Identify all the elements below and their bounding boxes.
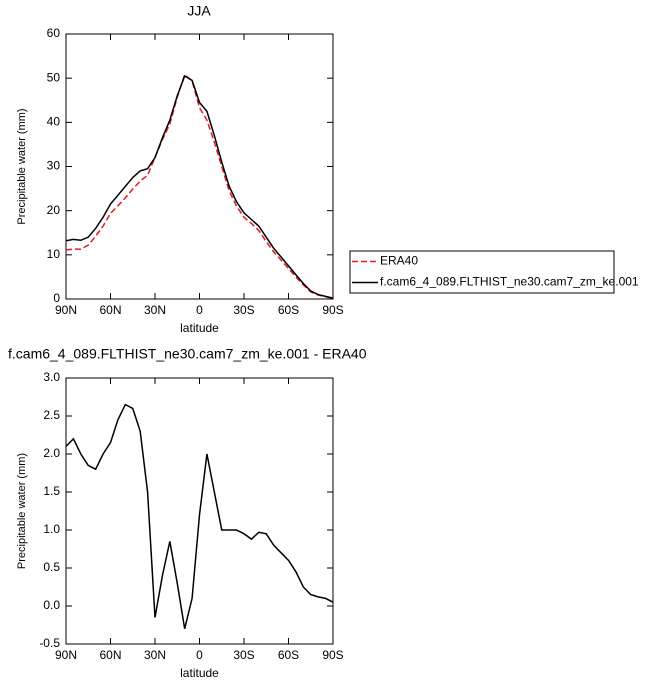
chart-title: JJA bbox=[187, 3, 211, 19]
y-axis-label: Precipitable water (mm) bbox=[16, 453, 28, 569]
y-tick-label: 50 bbox=[47, 70, 61, 84]
data-line bbox=[65, 403, 334, 629]
x-axis-label: latitude bbox=[180, 666, 219, 680]
x-tick-label: 60S bbox=[278, 303, 299, 317]
chart-title: f.cam6_4_089.FLTHIST_ne30.cam7_zm_ke.001… bbox=[8, 346, 367, 362]
y-tick-label: 20 bbox=[47, 203, 61, 217]
y-tick-label: 60 bbox=[47, 26, 61, 40]
x-tick-label: 30N bbox=[144, 648, 166, 662]
x-axis-label: latitude bbox=[180, 321, 219, 335]
data-line bbox=[65, 73, 334, 300]
y-tick-label: 0.5 bbox=[43, 560, 60, 574]
y-axis-label: Precipitable water (mm) bbox=[16, 108, 28, 224]
y-tick-label: 1.0 bbox=[43, 522, 60, 536]
x-tick-label: 0 bbox=[196, 303, 203, 317]
legend-label: f.cam6_4_089.FLTHIST_ne30.cam7_zm_ke.001 bbox=[380, 275, 639, 289]
legend-box bbox=[349, 250, 615, 294]
x-tick-label: 0 bbox=[196, 648, 203, 662]
x-tick-label: 60S bbox=[278, 648, 299, 662]
x-tick-label: 90N bbox=[55, 303, 77, 317]
plot-frame bbox=[65, 33, 334, 300]
y-tick-label: 3.0 bbox=[43, 370, 60, 384]
x-tick-label: 60N bbox=[99, 648, 121, 662]
y-tick-label: 30 bbox=[47, 159, 61, 173]
y-tick-label: 0.0 bbox=[43, 598, 60, 612]
x-tick-label: 90S bbox=[322, 303, 343, 317]
y-tick-label: -0.5 bbox=[39, 636, 60, 650]
x-tick-label: 90S bbox=[322, 648, 343, 662]
y-tick-label: 40 bbox=[47, 115, 61, 129]
data-line bbox=[65, 74, 334, 299]
x-tick-label: 30S bbox=[233, 648, 254, 662]
y-tick-label: 2.5 bbox=[43, 408, 60, 422]
y-tick-label: 0 bbox=[53, 291, 60, 305]
legend-label: ERA40 bbox=[380, 254, 418, 268]
y-tick-label: 10 bbox=[47, 247, 61, 261]
y-tick-label: 2.0 bbox=[43, 446, 60, 460]
y-tick-label: 1.5 bbox=[43, 484, 60, 498]
x-tick-label: 30N bbox=[144, 303, 166, 317]
x-tick-label: 30S bbox=[233, 303, 254, 317]
x-tick-label: 60N bbox=[99, 303, 121, 317]
x-tick-label: 90N bbox=[55, 648, 77, 662]
